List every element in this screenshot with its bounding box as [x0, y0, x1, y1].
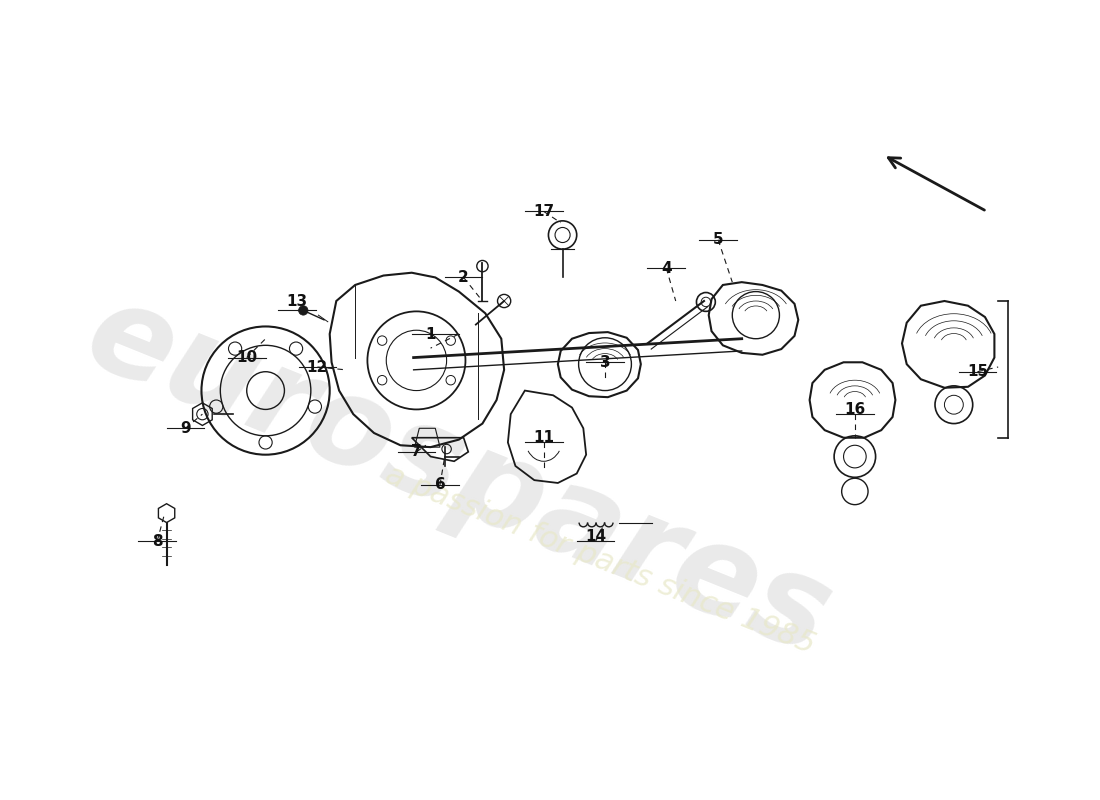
Text: 7: 7 — [411, 444, 421, 459]
Text: 4: 4 — [661, 261, 672, 275]
Text: eurospares: eurospares — [69, 271, 848, 679]
Text: 13: 13 — [286, 294, 307, 309]
Circle shape — [298, 306, 308, 315]
Text: 2: 2 — [459, 270, 469, 285]
Text: 1: 1 — [426, 326, 436, 342]
Text: 10: 10 — [236, 350, 257, 365]
Text: 8: 8 — [152, 534, 163, 549]
Text: 14: 14 — [585, 530, 606, 544]
Text: 15: 15 — [967, 364, 988, 379]
Text: 16: 16 — [844, 402, 866, 417]
Text: 9: 9 — [180, 421, 190, 436]
Text: 17: 17 — [534, 204, 554, 219]
Text: 3: 3 — [600, 354, 610, 370]
Text: a passion for parts since 1985: a passion for parts since 1985 — [381, 461, 820, 660]
Text: 12: 12 — [307, 359, 328, 374]
Text: 11: 11 — [534, 430, 554, 446]
Text: 5: 5 — [713, 232, 724, 247]
Text: 6: 6 — [434, 478, 446, 492]
